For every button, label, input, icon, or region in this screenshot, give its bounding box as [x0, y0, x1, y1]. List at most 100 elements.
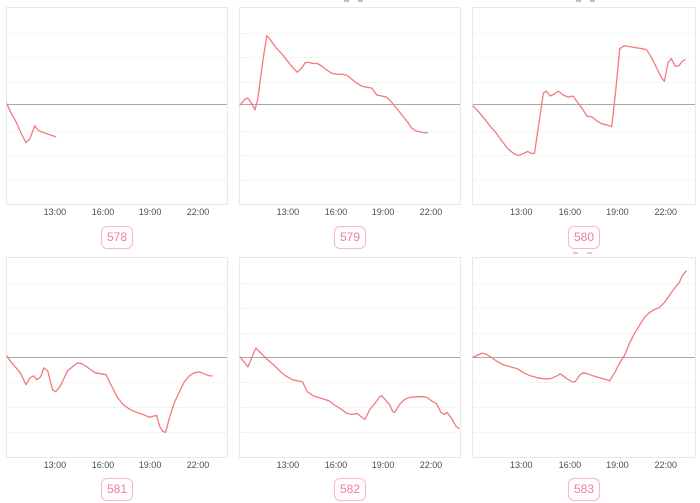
x-axis: 13:00 16:00 19:00 22:00 — [239, 207, 461, 219]
gridline — [473, 282, 695, 284]
trend-line — [240, 36, 427, 133]
gridline — [7, 407, 227, 409]
gridline — [473, 332, 695, 334]
trend-line-chart — [240, 258, 460, 457]
x-axis-label: 16:00 — [91, 460, 115, 470]
gridline — [473, 57, 695, 58]
gridline — [473, 307, 695, 309]
gridline — [473, 432, 695, 434]
gridline — [7, 307, 227, 309]
gridline — [240, 432, 460, 434]
x-axis-label: 22:00 — [186, 207, 210, 217]
gridline — [7, 432, 227, 434]
gridline — [240, 382, 460, 384]
trend-line-chart — [473, 8, 695, 204]
x-axis-label: 13:00 — [43, 207, 67, 217]
chart-id-badge-579[interactable]: 579 — [333, 226, 367, 249]
clipped-text-remnant — [573, 252, 592, 254]
zero-baseline — [240, 357, 460, 359]
x-axis: 13:00 16:00 19:00 22:00 — [6, 207, 228, 219]
gridline — [7, 155, 227, 156]
x-axis-label: 19:00 — [138, 207, 162, 217]
trend-line-chart — [7, 8, 227, 204]
gridline — [7, 57, 227, 58]
chart-plot — [472, 257, 696, 458]
trend-line-chart — [7, 258, 227, 457]
gridline — [240, 130, 460, 132]
chart-plot — [6, 7, 228, 205]
x-axis-label: 22:00 — [419, 460, 443, 470]
x-axis-label: 13:00 — [276, 460, 300, 470]
gridline — [7, 332, 227, 334]
gridline — [240, 81, 460, 83]
gridline — [240, 179, 460, 181]
gridline — [240, 407, 460, 409]
chart-id-badge-580[interactable]: 580 — [567, 226, 601, 249]
x-axis-label: 22:00 — [419, 207, 443, 217]
x-axis: 13:00 16:00 19:00 22:00 — [472, 460, 696, 472]
gridline — [473, 32, 695, 34]
x-axis-label: 13:00 — [510, 207, 533, 217]
x-axis-label: 13:00 — [43, 460, 67, 470]
trend-line-chart — [240, 8, 460, 204]
gridline — [240, 307, 460, 309]
gridline — [473, 382, 695, 384]
trend-line — [240, 348, 459, 428]
chart-plot — [239, 257, 461, 458]
x-axis: 13:00 16:00 19:00 22:00 — [6, 460, 228, 472]
x-axis-label: 19:00 — [371, 207, 395, 217]
trend-line — [473, 271, 686, 382]
x-axis-label: 19:00 — [606, 460, 629, 470]
zero-baseline — [473, 104, 695, 106]
gridline — [473, 81, 695, 83]
clipped-text-remnant — [344, 0, 363, 2]
clipped-text-remnant — [576, 0, 595, 2]
x-axis-label: 16:00 — [558, 460, 582, 470]
trend-line — [7, 356, 212, 432]
x-axis-label: 16:00 — [324, 207, 348, 217]
x-axis-label: 22:00 — [654, 460, 678, 470]
gridline — [7, 32, 227, 34]
chart-id-badge-583[interactable]: 583 — [567, 478, 601, 501]
gridline — [240, 155, 460, 156]
gridline — [473, 179, 695, 181]
gridline — [473, 155, 695, 156]
chart-id-badge-582[interactable]: 582 — [333, 478, 367, 501]
trend-line-chart — [473, 258, 695, 457]
gridline — [240, 32, 460, 34]
x-axis-label: 13:00 — [276, 207, 300, 217]
chart-plot — [472, 7, 696, 205]
x-axis-label: 19:00 — [138, 460, 162, 470]
chart-id-badge-578[interactable]: 578 — [100, 226, 134, 249]
trend-line — [7, 104, 56, 143]
gridline — [7, 382, 227, 384]
x-axis-label: 16:00 — [91, 207, 115, 217]
zero-baseline — [473, 357, 695, 359]
chart-id-badge-581[interactable]: 581 — [100, 478, 134, 501]
x-axis: 13:00 16:00 19:00 22:00 — [239, 460, 461, 472]
x-axis-label: 19:00 — [606, 207, 629, 217]
zero-baseline — [7, 357, 227, 359]
zero-baseline — [240, 104, 460, 106]
chart-plot — [239, 7, 461, 205]
gridline — [473, 407, 695, 409]
gridline — [7, 282, 227, 284]
zero-baseline — [7, 104, 227, 106]
x-axis-label: 16:00 — [324, 460, 348, 470]
gridline — [240, 282, 460, 284]
x-axis-label: 16:00 — [558, 207, 582, 217]
x-axis-label: 22:00 — [654, 207, 678, 217]
gridline — [473, 130, 695, 132]
gridline — [7, 179, 227, 181]
gridline — [7, 130, 227, 132]
chart-plot — [6, 257, 228, 458]
x-axis: 13:00 16:00 19:00 22:00 — [472, 207, 696, 219]
gridline — [7, 81, 227, 83]
x-axis-label: 19:00 — [371, 460, 395, 470]
trend-line — [473, 46, 685, 156]
gridline — [240, 57, 460, 58]
x-axis-label: 13:00 — [510, 460, 533, 470]
gridline — [240, 332, 460, 334]
x-axis-label: 22:00 — [186, 460, 210, 470]
